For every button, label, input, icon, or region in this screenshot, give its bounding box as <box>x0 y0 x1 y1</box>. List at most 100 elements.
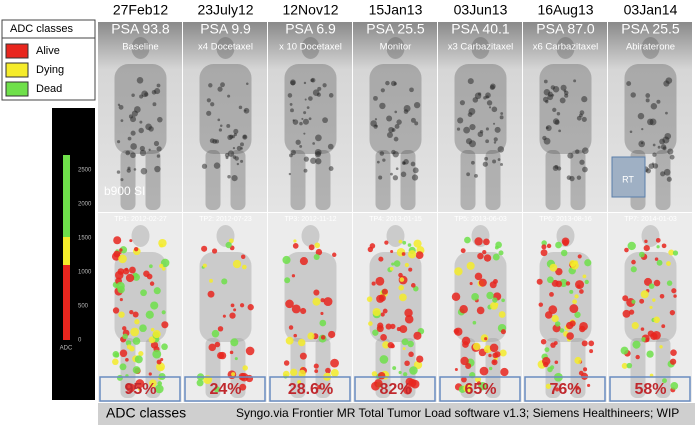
adc-voxel <box>640 290 649 299</box>
adc-voxel <box>229 312 236 319</box>
adc-voxel <box>140 289 147 297</box>
b900-image <box>183 22 267 212</box>
lesion-spot <box>210 102 215 107</box>
adc-voxel <box>648 283 655 289</box>
lesion-spot <box>567 152 574 159</box>
lesion-spot <box>396 119 402 125</box>
lesion-spot <box>130 130 136 136</box>
lesion-spot <box>308 117 312 121</box>
adc-voxel <box>547 276 554 284</box>
lesion-spot <box>139 120 143 124</box>
adc-voxel <box>584 279 589 285</box>
lesion-spot <box>563 89 567 93</box>
tumor-load-box <box>269 376 351 402</box>
adc-voxel <box>626 362 633 369</box>
lesion-spot <box>556 112 561 116</box>
lesion-spot <box>559 97 566 104</box>
lesion-spot <box>394 110 398 114</box>
adc-voxel <box>482 250 487 255</box>
date: 23July12 <box>197 2 253 18</box>
adc-voxel <box>138 350 144 357</box>
lesion-spot <box>238 105 243 110</box>
lesion-spot <box>208 83 213 88</box>
lesion-spot <box>295 139 301 145</box>
torso <box>199 252 252 342</box>
lesion-spot <box>664 132 672 140</box>
adc-voxel <box>376 294 385 303</box>
adc-voxel <box>551 314 559 323</box>
adc-voxel <box>659 345 663 349</box>
lesion-spot <box>130 152 136 159</box>
adc-voxel <box>569 320 576 327</box>
adc-voxel <box>578 370 584 376</box>
adc-voxel <box>112 358 119 366</box>
torso <box>284 252 337 342</box>
lesion-spot <box>148 126 154 132</box>
adc-voxel <box>653 316 660 324</box>
adc-voxel <box>489 281 497 289</box>
lesion-spot <box>328 166 334 171</box>
lesion-spot <box>154 165 161 173</box>
adc-voxel <box>472 320 477 325</box>
timepoint: TP2: 2012-07-23 <box>199 216 252 223</box>
adc-voxel <box>472 342 481 351</box>
lesion-spot <box>374 118 378 121</box>
lesion-spot <box>290 149 296 156</box>
adc-voxel <box>314 369 319 374</box>
lesion-spot <box>136 77 144 84</box>
adc-voxel <box>631 322 639 330</box>
adc-voxel <box>231 372 236 377</box>
adc-voxel <box>313 289 320 296</box>
lesion-spot <box>569 175 575 182</box>
adc-voxel <box>547 366 553 373</box>
legend-swatch <box>5 62 29 78</box>
adc-voxel <box>396 327 401 332</box>
adc-voxel <box>315 248 323 256</box>
colorbar-alive <box>63 265 70 340</box>
lesion-spot <box>395 167 399 171</box>
lesion-spot <box>154 88 161 95</box>
adc-voxel <box>229 350 234 355</box>
adc-voxel <box>407 250 417 259</box>
head <box>641 225 660 247</box>
adc-voxel <box>366 296 373 302</box>
lesion-spot <box>581 116 587 122</box>
head <box>386 225 405 247</box>
adc-voxel <box>117 286 125 294</box>
lesion-spot <box>500 112 504 115</box>
lesion-spot <box>152 102 157 107</box>
adc-voxel <box>401 338 409 346</box>
lesion-spot <box>657 145 661 149</box>
tumor-load-box <box>99 376 181 402</box>
lesion-spot <box>290 108 294 113</box>
lesion-spot <box>134 106 141 113</box>
tumor-load: 65% <box>464 381 496 398</box>
treatment: x3 Carbazitaxel <box>448 42 513 53</box>
adc-voxel <box>372 329 379 336</box>
adc-voxel <box>560 249 568 257</box>
adc-voxel <box>655 237 661 243</box>
lesion-spot <box>242 134 248 140</box>
adc-voxel <box>475 376 482 383</box>
adc-voxel <box>670 382 679 390</box>
lesion-spot <box>645 93 651 98</box>
lesion-spot <box>390 172 393 176</box>
lesion-spot <box>317 86 322 91</box>
lesion-spot <box>485 92 491 99</box>
lesion-spot <box>379 102 386 110</box>
lesion-spot <box>581 147 589 155</box>
adc-voxel <box>375 276 385 286</box>
lesion-spot <box>308 96 313 101</box>
adc-voxel <box>126 383 136 393</box>
head <box>301 225 320 247</box>
lesion-spot <box>139 149 147 157</box>
adc-voxel <box>635 354 640 360</box>
adc-voxel <box>407 340 414 348</box>
adc-voxel <box>130 327 140 337</box>
lesion-spot <box>225 156 229 160</box>
adc-voxel <box>134 319 140 325</box>
tumor-load: 24% <box>209 381 241 398</box>
adc-voxel <box>211 248 218 254</box>
leg <box>290 150 306 210</box>
adc-voxel <box>579 321 588 331</box>
